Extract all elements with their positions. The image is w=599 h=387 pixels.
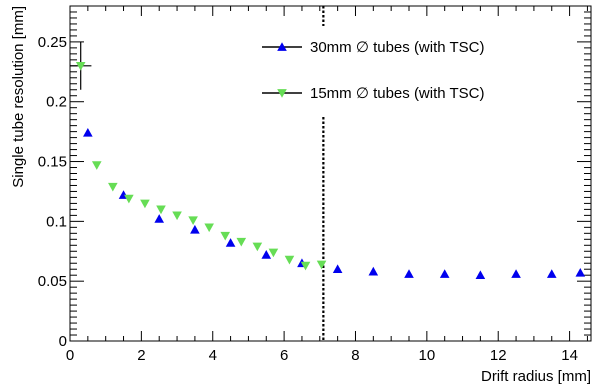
- data-point: [124, 194, 134, 204]
- data-point: [154, 214, 165, 223]
- x-tick-label: 14: [561, 347, 578, 364]
- data-point: [204, 223, 214, 233]
- legend-label: 15mm ∅ tubes (with TSC): [310, 85, 485, 102]
- data-point: [575, 268, 586, 277]
- x-tick-label: 6: [280, 347, 288, 364]
- data-point: [284, 255, 295, 265]
- data-point: [546, 269, 557, 278]
- tick-labels: 0 2 4 6 8 10 12 14 0 0.05 0.1 0.15 0.2 0.25: [38, 34, 578, 364]
- plot-frame: [69, 5, 592, 342]
- data-point: [368, 266, 379, 276]
- data-point: [236, 237, 247, 247]
- x-tick-label: 10: [419, 347, 436, 364]
- x-axis-title: Drift radius [mm]: [481, 368, 591, 385]
- x-tick-label: 0: [66, 347, 74, 364]
- data-point: [300, 261, 311, 271]
- y-tick-label: 0.1: [46, 213, 67, 230]
- y-tick-label: 0.15: [38, 154, 67, 171]
- data-point: [252, 242, 263, 252]
- data-point: [268, 248, 279, 258]
- plot-area-frame: [69, 5, 592, 342]
- legend-marker: [277, 42, 287, 51]
- legend-marker: [277, 89, 287, 98]
- data-point: [220, 231, 231, 241]
- data-point: [188, 216, 198, 225]
- data-point: [316, 260, 327, 270]
- y-tick-label: 0.05: [38, 273, 67, 290]
- data-point: [91, 161, 102, 170]
- x-tick-label: 8: [351, 347, 359, 364]
- legend-label: 30mm ∅ tubes (with TSC): [310, 39, 485, 56]
- data-point: [332, 264, 343, 274]
- data-point: [261, 250, 272, 259]
- data-point: [475, 270, 486, 280]
- x-tick-label: 2: [137, 347, 145, 364]
- y-tick-label: 0: [59, 333, 67, 350]
- y-tick-label: 0.25: [38, 34, 67, 51]
- data-point: [511, 269, 521, 278]
- x-tick-label: 12: [490, 347, 507, 364]
- data-point: [225, 238, 236, 247]
- x-tick-label: 4: [209, 347, 217, 364]
- data-point: [108, 182, 118, 192]
- series-group-1: [70, 41, 327, 271]
- data-point: [439, 269, 450, 278]
- y-axis-title: Single tube resolution [mm]: [10, 6, 27, 188]
- data-point: [83, 128, 93, 137]
- axis-ticks: [69, 5, 591, 342]
- y-tick-label: 0.2: [46, 94, 67, 111]
- data-point: [140, 199, 150, 209]
- data-point: [404, 269, 414, 278]
- data-point: [156, 205, 166, 215]
- data-series: [70, 41, 586, 280]
- legend: 30mm ∅ tubes (with TSC) 15mm ∅ tubes (wit…: [262, 39, 485, 102]
- data-point: [172, 211, 182, 221]
- series-group-0: [83, 128, 586, 280]
- data-point: [75, 61, 86, 71]
- data-point: [190, 224, 200, 234]
